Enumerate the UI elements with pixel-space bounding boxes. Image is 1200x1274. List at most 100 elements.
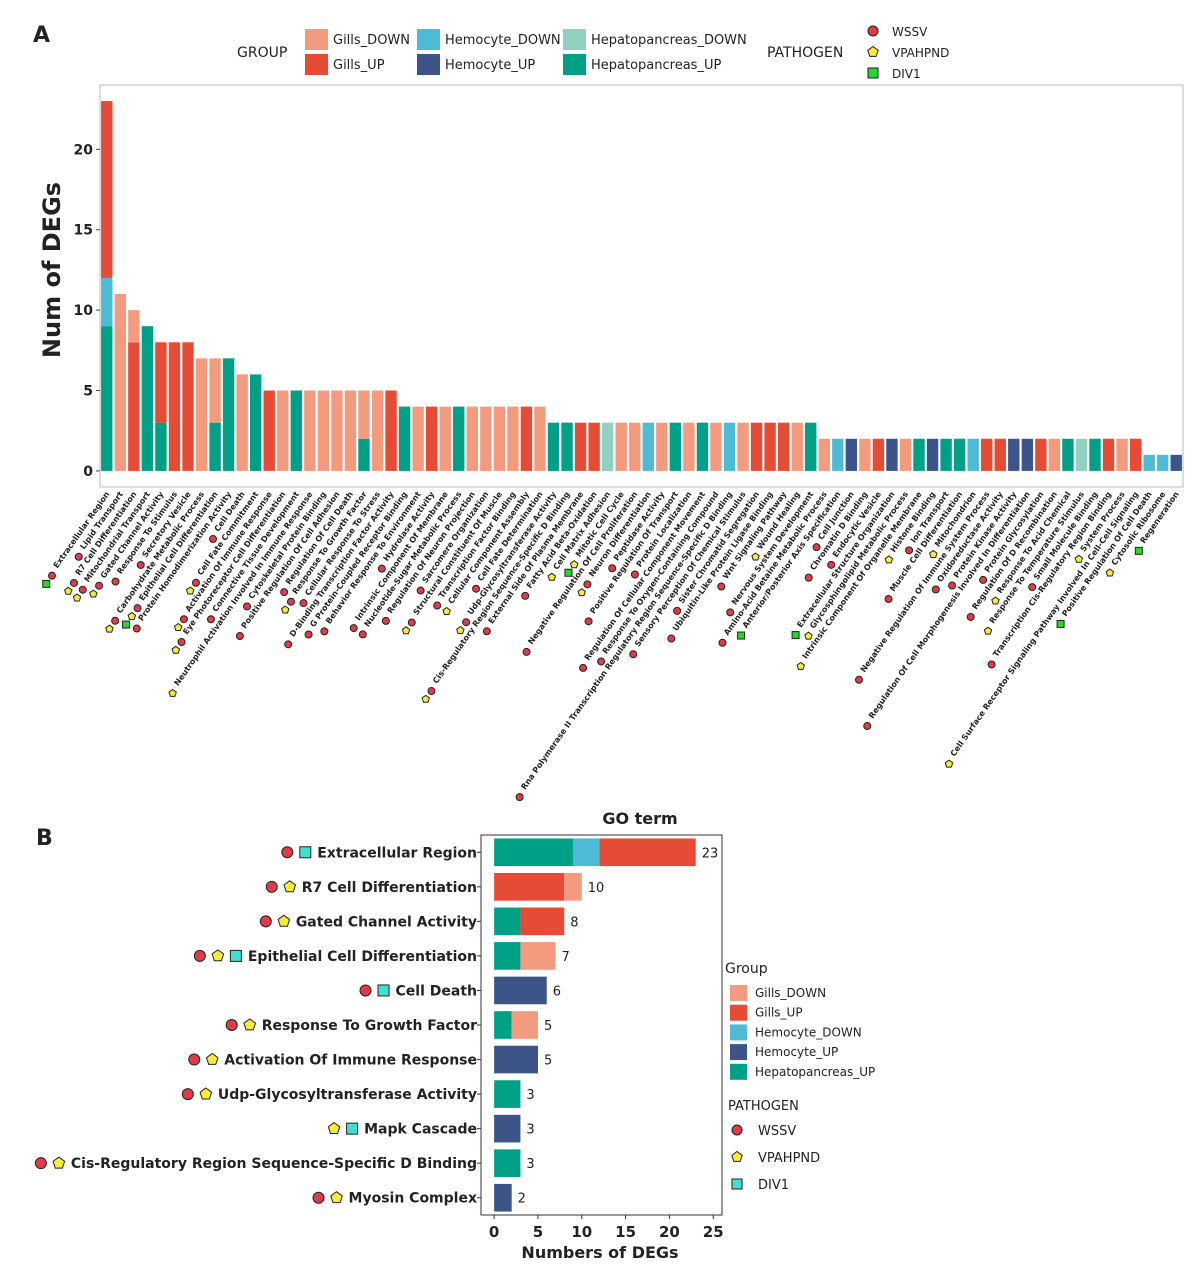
pathogen-marker: WSSV [884, 595, 893, 604]
legend-label: WSSV [758, 1124, 796, 1139]
bar-segment [994, 438, 1006, 471]
legend-label: Hemocyte_DOWN [445, 33, 561, 48]
bar-segment [913, 438, 925, 471]
bar-segment [412, 406, 424, 471]
bar-segment [656, 422, 668, 471]
pathogen-marker: WSSV [482, 627, 491, 636]
bar-segment [981, 438, 993, 471]
x-tick-label: 10 [571, 1223, 592, 1241]
bar-segment [723, 422, 736, 471]
bar-segment [953, 438, 966, 471]
pathogen-marker [731, 1178, 743, 1190]
pathogen-marker: DIV1 [299, 846, 312, 859]
bar-total-label: 3 [526, 1123, 534, 1138]
pathogen-marker: VPAHPND [327, 1121, 341, 1134]
bar-segment [1008, 438, 1020, 471]
pathogen-marker: WSSV [206, 615, 215, 624]
pathogen-marker: VPAHPND [944, 759, 954, 768]
bar-segment [222, 358, 235, 471]
pathogen-marker: VPAHPND [884, 555, 894, 564]
pathogen-marker: VPAHPND [281, 605, 290, 614]
pathogen-marker: VPAHPND [199, 1087, 213, 1100]
bar-segment [629, 422, 641, 471]
pathogen-marker: VPAHPND [127, 611, 137, 620]
bar-segment [249, 374, 262, 471]
pathogen-marker: WSSV [299, 599, 308, 608]
bar-segment [304, 390, 316, 471]
bar-segment [588, 422, 600, 471]
pathogen-marker: WSSV [359, 984, 372, 997]
bar-segment [195, 358, 208, 471]
bar-total-label: 3 [526, 1157, 534, 1172]
pathogen-marker: WSSV [673, 606, 682, 615]
pathogen-marker: WSSV [433, 601, 442, 610]
pathogen-marker: WSSV [193, 949, 206, 962]
bar-segment [561, 422, 573, 471]
pathogen-marker: WSSV [349, 624, 358, 633]
bar-segment [696, 422, 709, 471]
bar-segment [777, 422, 790, 471]
x-tick-label: 20 [659, 1223, 680, 1241]
y-tick-label: 0 [83, 464, 93, 480]
bar-segment [439, 406, 451, 471]
pathogen-marker: WSSV [608, 564, 617, 573]
bar-segment [601, 422, 614, 471]
pathogen-marker: WSSV [208, 535, 217, 544]
pathogen-marker: VPAHPND [991, 596, 1000, 605]
bar-segment [155, 422, 167, 471]
bar-segment [209, 422, 221, 471]
pathogen-marker [731, 1124, 743, 1136]
pathogen-marker: WSSV [905, 546, 914, 555]
bar-segment [425, 406, 438, 471]
bar-segment [1129, 438, 1142, 471]
bar-segment [520, 942, 556, 970]
pathogen-marker: VPAHPND [243, 1018, 257, 1031]
legend-label: Gills_UP [755, 1006, 803, 1020]
pathogen-marker: WSSV [259, 915, 272, 928]
bar-segment [1116, 438, 1128, 471]
pathogen-marker: VPAHPND [283, 880, 297, 893]
pathogen-marker: WSSV [966, 612, 975, 621]
chart-title: GO term [602, 809, 677, 828]
pathogen-marker: WSSV [584, 617, 593, 626]
bar-segment [168, 342, 181, 471]
bar-segment [494, 1149, 521, 1177]
pathogen-marker: WSSV [931, 585, 940, 594]
bar-segment [1062, 438, 1074, 471]
pathogen-marker [731, 1150, 743, 1162]
pathogen-marker: WSSV [987, 660, 996, 669]
pathogen-marker: WSSV [191, 578, 200, 587]
bar-segment [564, 873, 582, 901]
pathogen-marker: WSSV [47, 571, 56, 580]
legend-swatch [305, 29, 328, 50]
pathogen-marker: WSSV [407, 618, 416, 627]
bar-segment [737, 422, 749, 471]
legend-swatch [730, 985, 747, 1001]
pathogen-marker: WSSV [726, 608, 735, 617]
pathogen-marker: DIV1 [1134, 546, 1143, 555]
pathogen-marker: WSSV [827, 560, 836, 569]
pathogen-marker: VPAHPND [929, 549, 938, 558]
pathogen-marker: WSSV [718, 638, 727, 647]
pathogen-marker [867, 45, 879, 57]
bar-segment [832, 438, 844, 471]
pathogen-marker: WSSV [597, 657, 606, 666]
pathogen-marker: WSSV [312, 1191, 325, 1204]
pathogen-marker: VPAHPND [1074, 554, 1084, 563]
pathogen-marker: WSSV [579, 663, 588, 672]
pathogen-marker: WSSV [320, 627, 329, 636]
pathogen-marker: WSSV [111, 616, 120, 625]
pathogen-marker: VPAHPND [105, 624, 114, 633]
bar-segment [493, 406, 506, 471]
pathogen-marker: WSSV [179, 615, 188, 624]
x-tick-label: 15 [615, 1223, 636, 1241]
pathogen-marker: WSSV [629, 650, 638, 659]
pathogen-marker: WSSV [717, 582, 726, 591]
pathogen-marker: WSSV [521, 591, 530, 600]
pathogen-marker: VPAHPND [1105, 568, 1115, 577]
pathogen-marker: WSSV [381, 616, 390, 625]
bar-segment [480, 406, 492, 471]
bar-segment [466, 406, 478, 471]
bar-segment [494, 976, 547, 1005]
